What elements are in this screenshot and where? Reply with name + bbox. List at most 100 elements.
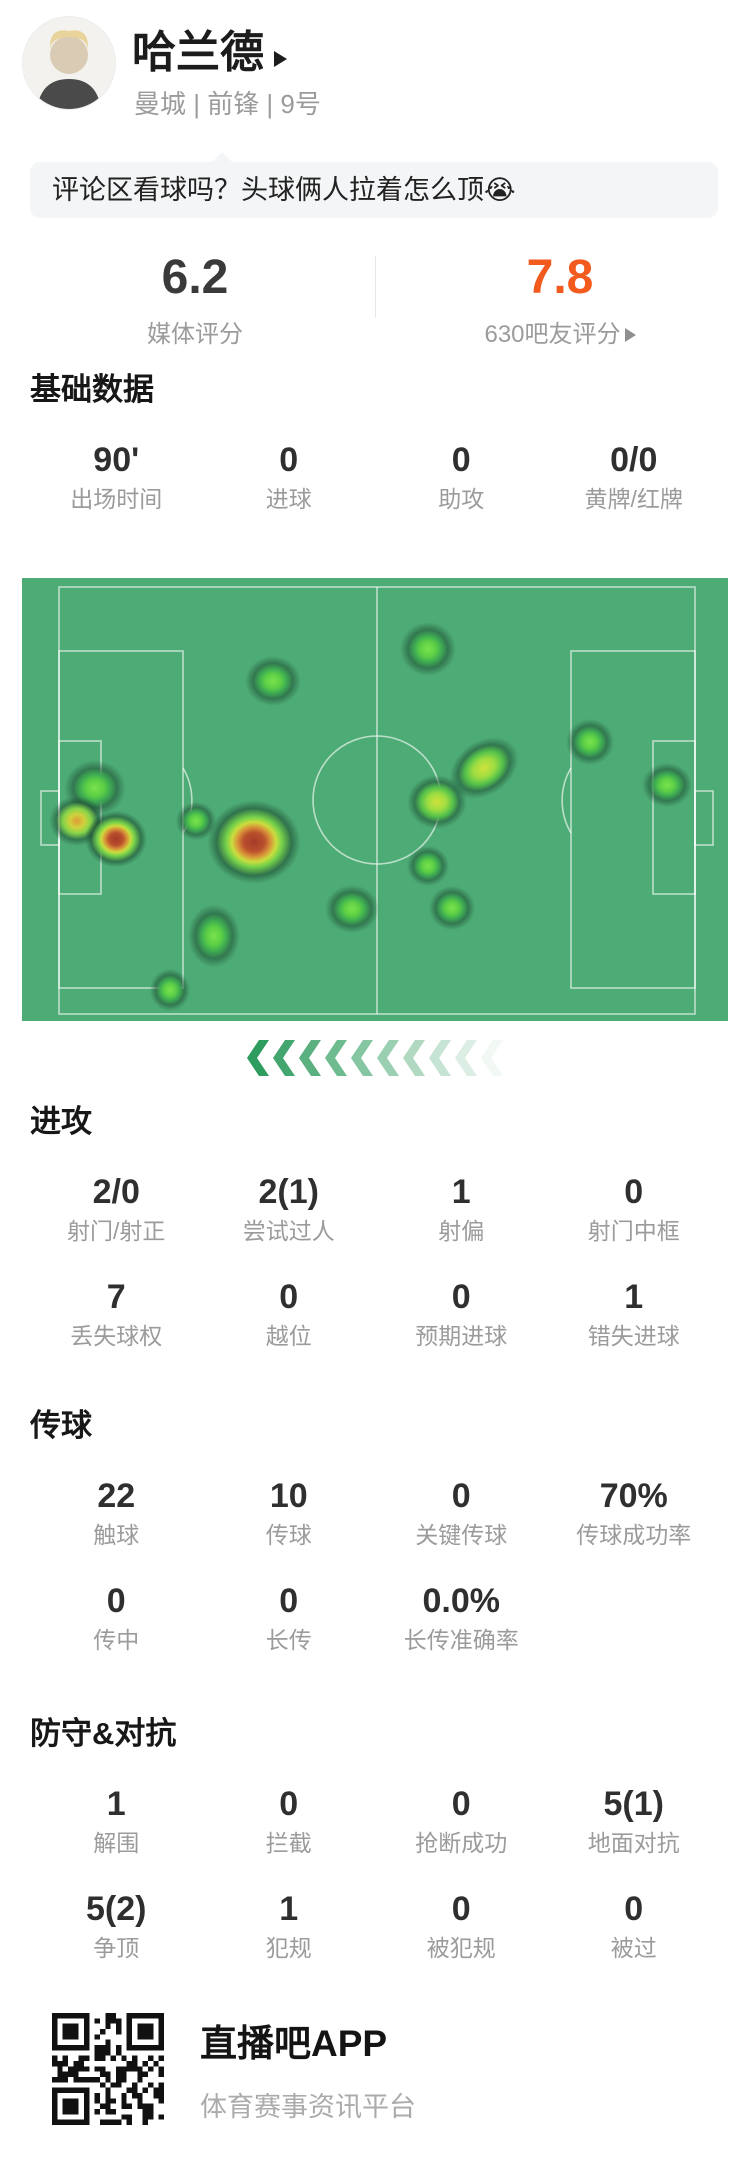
section-basic-data: 基础数据 90' 出场时间 0 进球 0 助攻 0/0 黄牌/红牌 <box>0 372 750 522</box>
stat-cell: 0 被过 <box>548 1889 721 1963</box>
section-passing: 传球 22 触球 10 传球 0 关键传球 70% 传球成功率 0 传中 0 长传 0.0% 长传准确率 <box>0 1408 750 1668</box>
stat-value: 5(1) <box>603 1785 664 1823</box>
rating-divider <box>375 256 376 318</box>
stat-cell: 1 犯规 <box>203 1889 376 1963</box>
heat-blob-green <box>399 621 457 677</box>
stat-label: 助攻 <box>438 486 485 512</box>
stat-cell: 22 触球 <box>30 1476 203 1550</box>
stat-label: 尝试过人 <box>242 1218 335 1244</box>
stat-label: 长传准确率 <box>403 1627 519 1653</box>
stat-cell: 0 长传 <box>203 1581 376 1655</box>
stat-cell: 7 丢失球权 <box>30 1277 203 1351</box>
stat-value: 0 <box>451 1785 471 1823</box>
stat-value: 0 <box>451 1890 471 1928</box>
stat-cell: 70% 传球成功率 <box>548 1476 721 1550</box>
stat-label: 争顶 <box>93 1935 140 1961</box>
stat-row: 22 触球 10 传球 0 关键传球 70% 传球成功率 <box>30 1476 720 1550</box>
stat-label: 传球 <box>265 1522 312 1548</box>
pitch-lines <box>40 586 714 1015</box>
stat-row: 0 传中 0 长传 0.0% 长传准确率 <box>30 1581 720 1655</box>
stat-label: 关键传球 <box>415 1522 508 1548</box>
heat-blob-red <box>84 810 148 868</box>
heatmap-pitch <box>22 578 728 1021</box>
chevron-left-icon <box>325 1040 347 1076</box>
stat-value: 1 <box>451 1173 471 1211</box>
stat-value: 0 <box>279 1785 299 1823</box>
chevron-left-icon <box>273 1040 295 1076</box>
stat-value: 22 <box>97 1477 136 1515</box>
stat-row: 1 解围 0 拦截 0 抢断成功 5(1) 地面对抗 <box>30 1784 720 1858</box>
stat-label: 解围 <box>93 1830 140 1856</box>
media-rating-value: 6.2 <box>161 251 229 304</box>
stat-cell: 90' 出场时间 <box>30 440 203 514</box>
stat-value: 0 <box>624 1173 644 1211</box>
stat-cell: 0.0% 长传准确率 <box>375 1581 548 1655</box>
section-title-passing: 传球 <box>30 1408 92 1443</box>
section-defense: 防守&对抗 1 解围 0 拦截 0 抢断成功 5(1) 地面对抗 5(2) 争顶 1 犯规 0 被犯规 0 被过 <box>0 1716 750 1976</box>
heat-blob-green <box>324 884 380 934</box>
stat-cell: 5(1) 地面对抗 <box>548 1784 721 1858</box>
stat-label: 长传 <box>265 1627 312 1653</box>
section-title-attack: 进攻 <box>30 1104 92 1139</box>
heat-blob-green <box>244 655 302 707</box>
stat-label: 丢失球权 <box>70 1323 163 1349</box>
stat-row: 2/0 射门/射正 2(1) 尝试过人 1 射偏 0 射门中框 <box>30 1172 720 1246</box>
chevron-left-icon <box>403 1040 425 1076</box>
bubble-tail <box>210 152 234 164</box>
heat-blob-green <box>565 718 615 766</box>
stat-value: 0 <box>451 1477 471 1515</box>
stat-label: 地面对抗 <box>587 1830 680 1856</box>
heat-blob-green <box>641 762 693 808</box>
stat-cell: 0 拦截 <box>203 1784 376 1858</box>
stat-label: 黄牌/红牌 <box>584 486 683 512</box>
stat-cell: 0 助攻 <box>375 440 548 514</box>
player-name[interactable]: 哈兰德 <box>132 28 287 78</box>
stat-label: 错失进球 <box>587 1323 680 1349</box>
heat-blob-yellow <box>406 774 468 830</box>
stat-label: 传中 <box>93 1627 140 1653</box>
stat-cell: 2(1) 尝试过人 <box>203 1172 376 1246</box>
stat-label: 越位 <box>265 1323 312 1349</box>
name-expand-arrow-icon <box>274 51 287 67</box>
stat-label: 触球 <box>93 1522 140 1548</box>
chevron-left-icon <box>377 1040 399 1076</box>
comment-text: 评论区看球吗？头球俩人拉着怎么顶😭 <box>52 175 516 205</box>
stat-label: 射门/射正 <box>67 1218 166 1244</box>
stat-value: 2(1) <box>258 1173 319 1211</box>
stat-cell: 5(2) 争顶 <box>30 1889 203 1963</box>
chevron-left-icon <box>481 1040 503 1076</box>
stat-cell: 0 抢断成功 <box>375 1784 548 1858</box>
qr-code[interactable] <box>52 2013 164 2125</box>
fans-rating-arrow-icon <box>624 328 636 342</box>
avatar[interactable] <box>22 16 116 110</box>
stat-value: 1 <box>624 1278 644 1316</box>
fans-rating-label[interactable]: 630吧友评分 <box>410 320 710 350</box>
stat-label: 进球 <box>265 486 312 512</box>
stat-cell: 2/0 射门/射正 <box>30 1172 203 1246</box>
chevron-left-icon <box>429 1040 451 1076</box>
chevron-left-icon <box>247 1040 269 1076</box>
stat-cell <box>548 1581 721 1655</box>
stat-value: 0 <box>106 1582 126 1620</box>
stat-value: 90' <box>93 441 140 479</box>
stat-value: 2/0 <box>92 1173 140 1211</box>
stat-value: 70% <box>599 1477 668 1515</box>
stat-row: 5(2) 争顶 1 犯规 0 被犯规 0 被过 <box>30 1889 720 1963</box>
comment-bubble[interactable]: 评论区看球吗？头球俩人拉着怎么顶😭 <box>30 162 718 218</box>
stat-value: 0 <box>451 441 471 479</box>
stat-cell: 0 被犯规 <box>375 1889 548 1963</box>
stat-value: 0/0 <box>610 441 658 479</box>
fans-rating-label-text: 630吧友评分 <box>484 321 621 348</box>
stat-label: 被犯规 <box>426 1935 496 1961</box>
stat-label: 出场时间 <box>70 486 163 512</box>
stat-row: 7 丢失球权 0 越位 0 预期进球 1 错失进球 <box>30 1277 720 1351</box>
stat-cell: 1 错失进球 <box>548 1277 721 1351</box>
heat-blob-green <box>187 903 241 969</box>
stat-cell: 0 预期进球 <box>375 1277 548 1351</box>
media-rating-label: 媒体评分 <box>147 321 243 348</box>
player-team-position: 曼城 | 前锋 | 9号 <box>134 89 321 119</box>
chevron-left-icon <box>351 1040 373 1076</box>
stat-label: 射门中框 <box>587 1218 680 1244</box>
app-tagline: 体育赛事资讯平台 <box>200 2092 416 2122</box>
heat-blob-red <box>206 799 302 885</box>
